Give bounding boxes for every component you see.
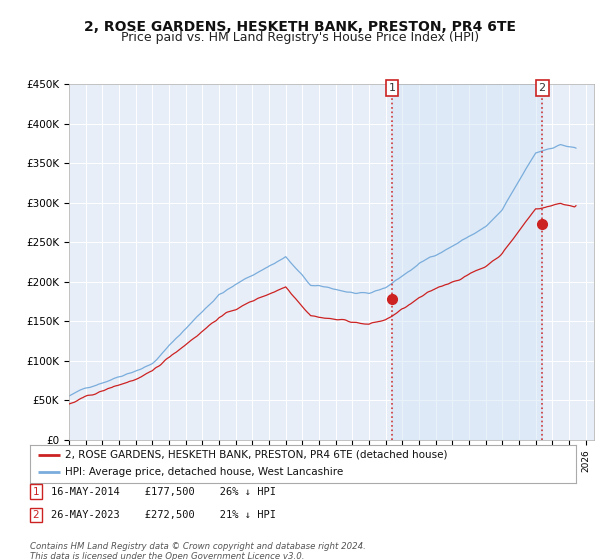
Bar <box>392 84 542 440</box>
Text: 16-MAY-2014    £177,500    26% ↓ HPI: 16-MAY-2014 £177,500 26% ↓ HPI <box>51 487 276 497</box>
Text: 2, ROSE GARDENS, HESKETH BANK, PRESTON, PR4 6TE (detached house): 2, ROSE GARDENS, HESKETH BANK, PRESTON, … <box>65 450 448 460</box>
Text: 26-MAY-2023    £272,500    21% ↓ HPI: 26-MAY-2023 £272,500 21% ↓ HPI <box>51 510 276 520</box>
Text: 2: 2 <box>32 510 40 520</box>
Text: Price paid vs. HM Land Registry's House Price Index (HPI): Price paid vs. HM Land Registry's House … <box>121 31 479 44</box>
Text: 2: 2 <box>539 83 546 93</box>
Text: HPI: Average price, detached house, West Lancashire: HPI: Average price, detached house, West… <box>65 468 344 478</box>
Text: Contains HM Land Registry data © Crown copyright and database right 2024.
This d: Contains HM Land Registry data © Crown c… <box>30 542 366 560</box>
Text: 2, ROSE GARDENS, HESKETH BANK, PRESTON, PR4 6TE: 2, ROSE GARDENS, HESKETH BANK, PRESTON, … <box>84 20 516 34</box>
Text: 1: 1 <box>388 83 395 93</box>
Text: 1: 1 <box>32 487 40 497</box>
